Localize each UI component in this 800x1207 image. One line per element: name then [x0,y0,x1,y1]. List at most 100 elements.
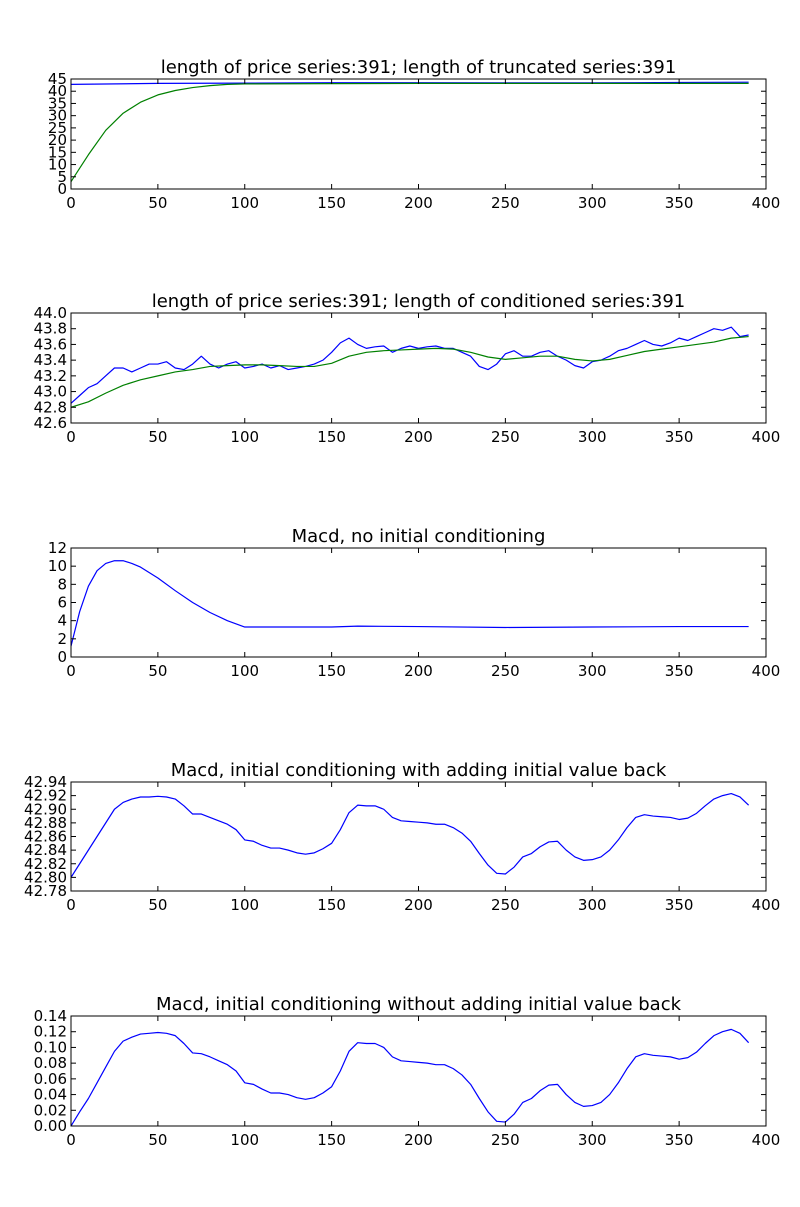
y-tick-label: 42.80 [24,868,67,886]
x-tick-label: 50 [148,194,167,212]
subplot-5: Macd, initial conditioning without addin… [34,994,781,1149]
y-tick-label: 8 [57,575,67,593]
y-tick-label: 42.92 [24,787,67,805]
y-tick-label: 0.10 [34,1038,67,1056]
x-tick-label: 350 [665,428,694,446]
x-tick-label: 300 [578,896,607,914]
y-tick-label: 40 [48,82,67,100]
y-tick-label: 0.06 [34,1070,67,1088]
subplot-title: Macd, initial conditioning with adding i… [171,760,667,781]
y-tick-label: 42.84 [24,841,67,859]
x-tick-label: 350 [665,896,694,914]
y-tick-label: 0 [57,180,67,198]
x-tick-label: 250 [491,428,520,446]
y-tick-label: 0.14 [34,1007,67,1025]
subplot-title: length of price series:391; length of co… [152,291,686,312]
x-tick-label: 150 [317,896,346,914]
x-tick-label: 400 [752,194,781,212]
y-tick-label: 0.00 [34,1117,67,1135]
x-tick-label: 0 [66,662,76,680]
y-tick-label: 10 [48,156,67,174]
y-tick-label: 44.0 [34,304,67,322]
y-tick-label: 30 [48,107,67,125]
y-tick-label: 42.82 [24,855,67,873]
y-tick-label: 0.02 [34,1101,67,1119]
y-tick-label: 45 [48,70,67,88]
x-tick-label: 250 [491,662,520,680]
y-tick-label: 2 [57,630,67,648]
x-tick-label: 0 [66,896,76,914]
x-tick-label: 300 [578,194,607,212]
x-tick-label: 50 [148,896,167,914]
y-tick-label: 35 [48,94,67,112]
subplot-title: Macd, no initial conditioning [292,526,546,547]
x-tick-label: 0 [66,428,76,446]
x-tick-label: 350 [665,662,694,680]
subplot-1: length of price series:391; length of tr… [48,57,780,212]
subplot-4: Macd, initial conditioning with adding i… [24,760,780,914]
x-tick-label: 100 [230,1131,259,1149]
x-tick-label: 100 [230,896,259,914]
axes-frame [70,781,767,892]
x-tick-label: 350 [665,1131,694,1149]
x-tick-label: 200 [404,662,433,680]
y-tick-label: 4 [57,612,67,630]
x-tick-label: 250 [491,896,520,914]
x-tick-label: 150 [317,1131,346,1149]
x-tick-label: 300 [578,1131,607,1149]
x-tick-label: 250 [491,1131,520,1149]
x-tick-label: 400 [752,1131,781,1149]
x-tick-label: 200 [404,194,433,212]
y-tick-label: 42.88 [24,814,67,832]
x-tick-label: 250 [491,194,520,212]
series-line-2 [71,82,749,182]
y-tick-label: 0.12 [34,1023,67,1041]
x-tick-label: 50 [148,428,167,446]
y-tick-label: 25 [48,119,67,137]
x-tick-label: 400 [752,662,781,680]
x-tick-label: 100 [230,662,259,680]
subplot-title: Macd, initial conditioning without addin… [156,994,682,1015]
x-tick-label: 200 [404,428,433,446]
y-tick-label: 20 [48,131,67,149]
y-tick-label: 43.8 [34,320,67,338]
x-tick-label: 200 [404,896,433,914]
axes-frame [70,547,767,658]
x-tick-label: 300 [578,428,607,446]
y-tick-label: 12 [48,539,67,557]
axes-frame [70,78,767,190]
y-tick-label: 15 [48,143,67,161]
series-line-1 [71,1028,750,1126]
y-tick-label: 42.94 [24,773,67,791]
y-tick-label: 0.08 [34,1054,67,1072]
x-tick-label: 350 [665,194,694,212]
x-tick-label: 0 [66,1131,76,1149]
x-tick-label: 0 [66,194,76,212]
y-tick-label: 43.0 [34,383,67,401]
series-line-1 [71,560,749,647]
x-tick-label: 150 [317,428,346,446]
y-tick-label: 43.6 [34,335,67,353]
y-tick-label: 0 [57,648,67,666]
series-line-1 [71,792,750,878]
subplot-title: length of price series:391; length of tr… [161,57,677,78]
subplot-2: length of price series:391; length of co… [34,291,781,446]
y-tick-label: 42.90 [24,800,67,818]
x-tick-label: 50 [148,662,167,680]
x-tick-label: 200 [404,1131,433,1149]
y-tick-label: 10 [48,557,67,575]
y-tick-label: 42.8 [34,398,67,416]
x-tick-label: 50 [148,1131,167,1149]
x-tick-label: 400 [752,428,781,446]
series-line-2 [71,335,749,408]
y-tick-label: 6 [57,594,67,612]
x-tick-label: 150 [317,194,346,212]
x-tick-label: 150 [317,662,346,680]
series-line-1 [71,326,749,404]
y-tick-label: 42.6 [34,414,67,432]
x-tick-label: 100 [230,428,259,446]
y-tick-label: 0.04 [34,1086,67,1104]
y-tick-label: 5 [57,168,67,186]
